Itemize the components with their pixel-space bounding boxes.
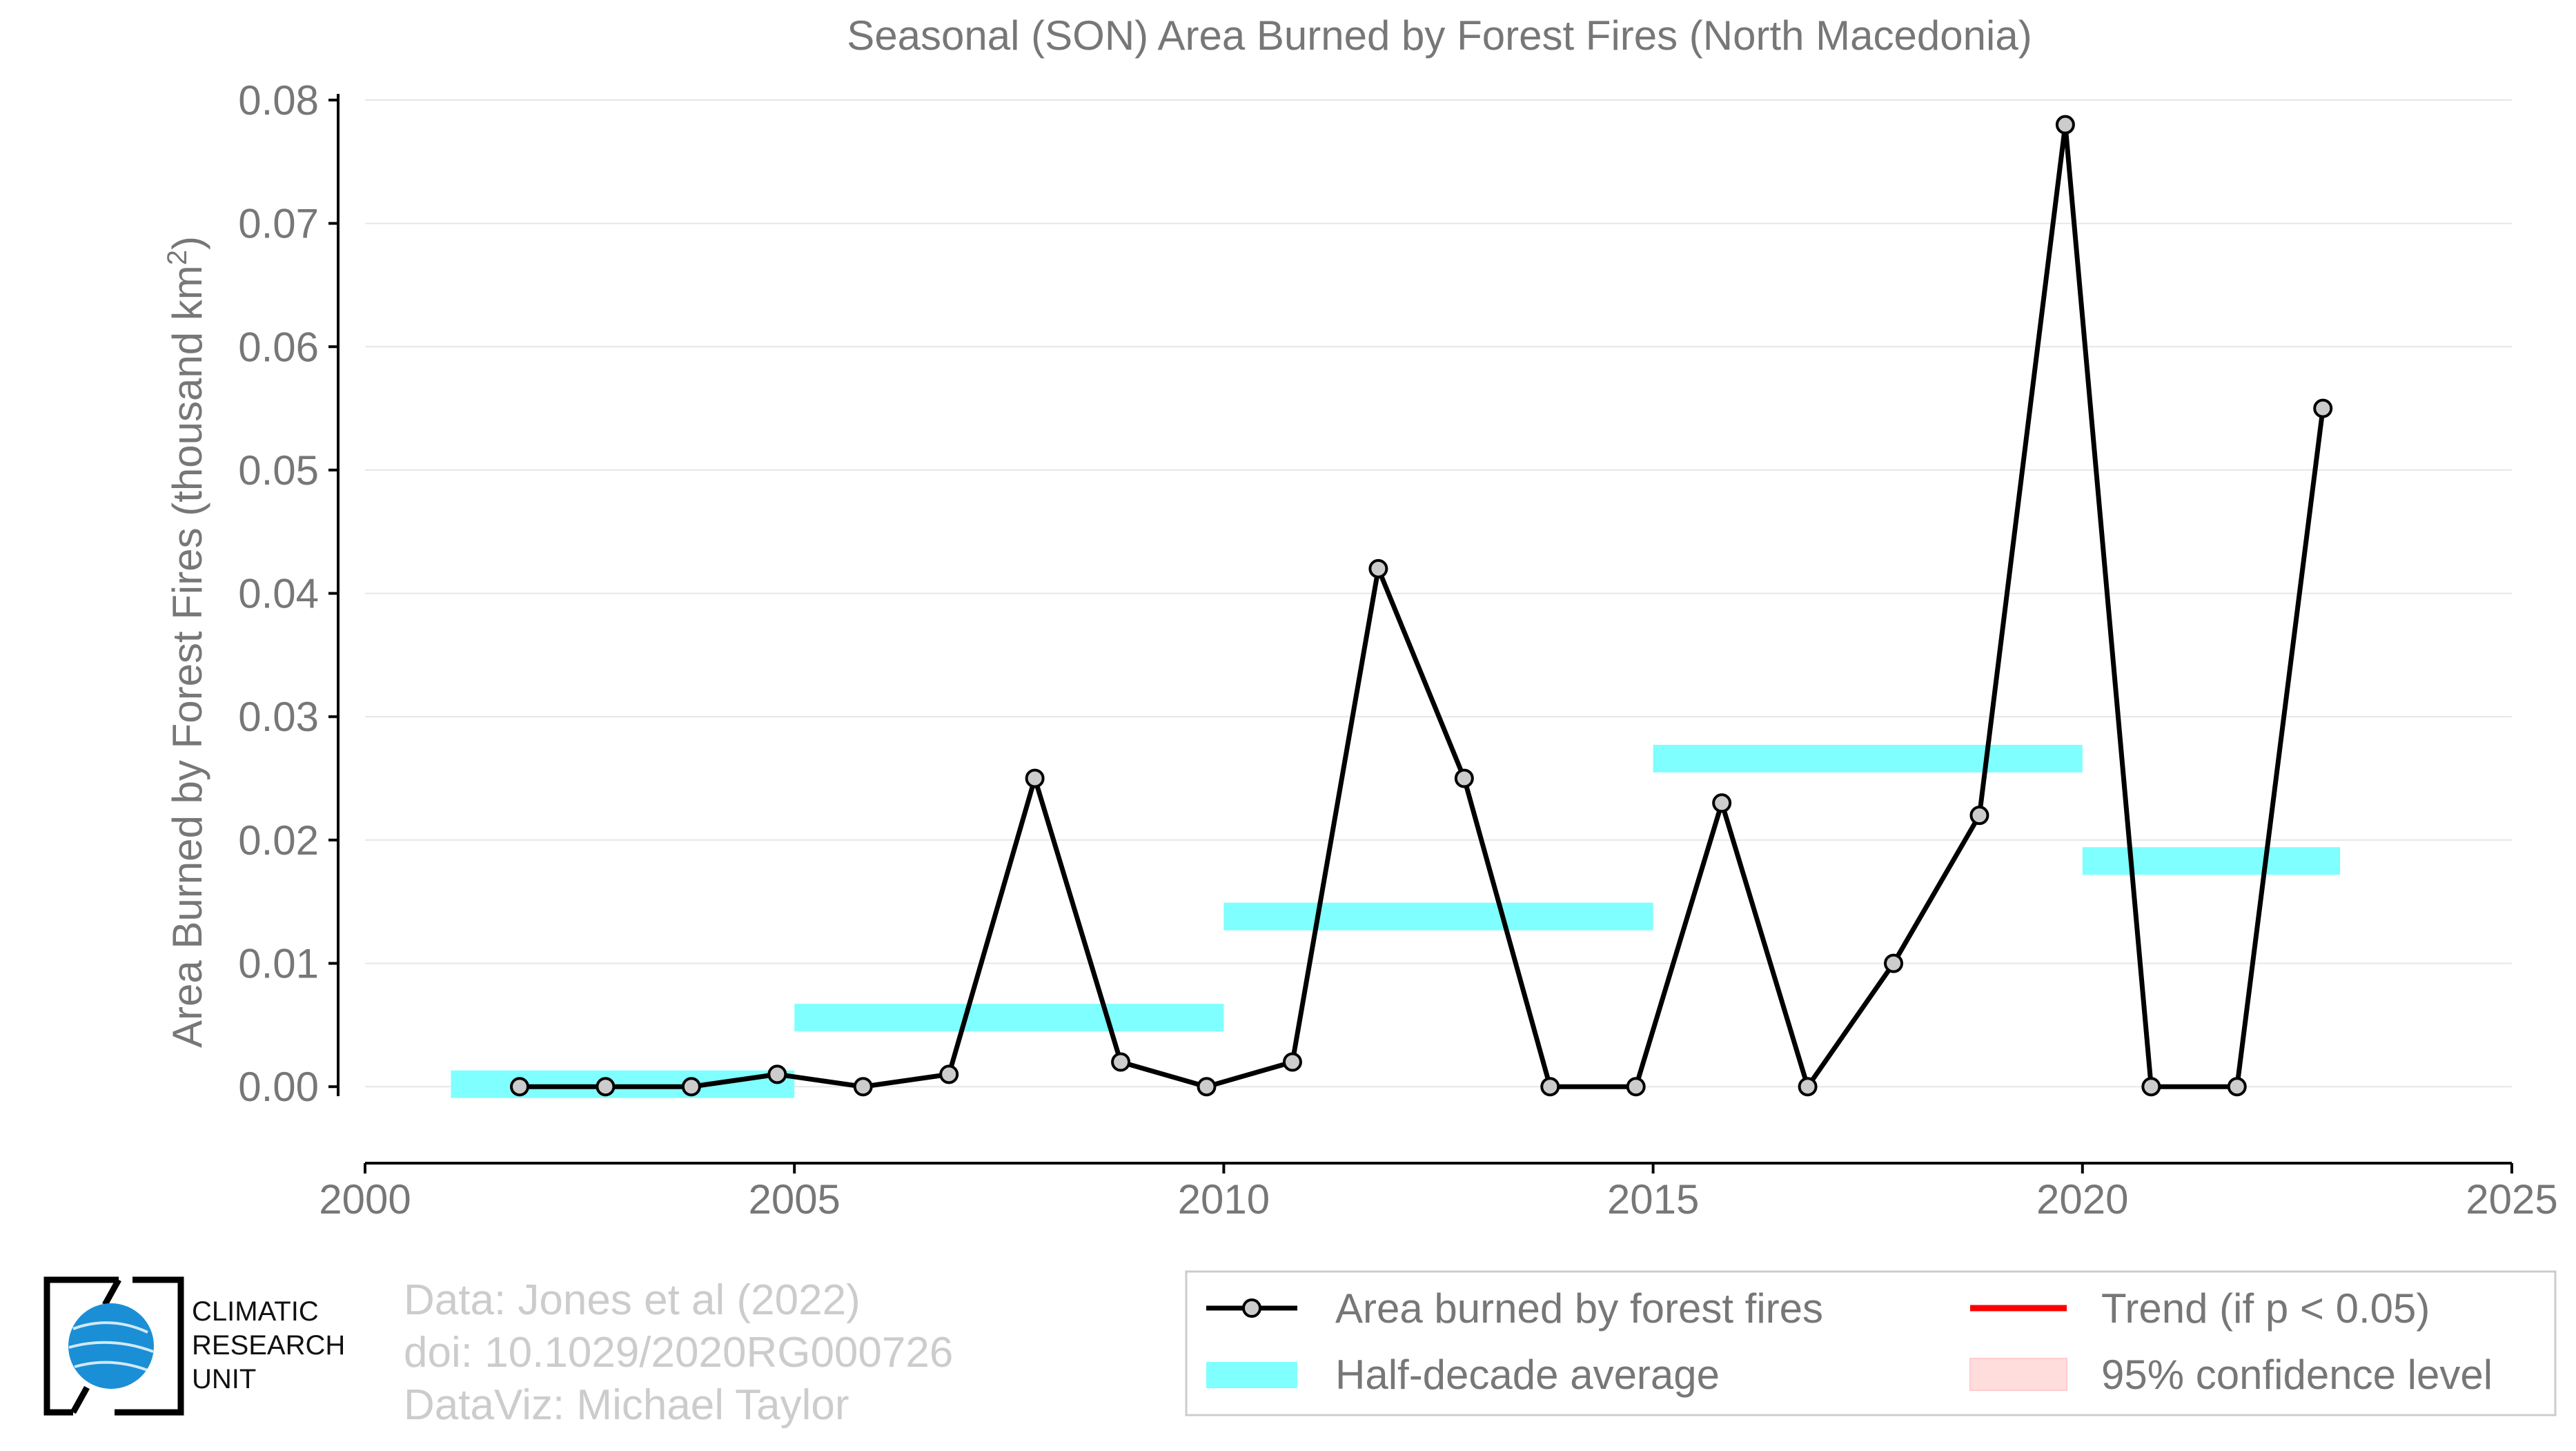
data-point bbox=[767, 1064, 787, 1084]
legend-confidence-swatch bbox=[1969, 1358, 2067, 1391]
data-point bbox=[2141, 1077, 2161, 1097]
x-ticks: 2000 2005 2010 2015 2020 2025 bbox=[319, 1163, 2558, 1223]
data-point bbox=[853, 1077, 873, 1097]
data-point bbox=[1626, 1077, 1646, 1097]
data-credits: Data: Jones et al (2022) doi: 10.1029/20… bbox=[404, 1274, 953, 1432]
legend-box bbox=[1185, 1270, 2557, 1416]
half-decade-average-band bbox=[2082, 847, 2341, 875]
y-tick-label: 0.08 bbox=[238, 77, 319, 124]
series-line bbox=[519, 122, 2326, 1089]
legend-label-trend: Trend (if p < 0.05) bbox=[2101, 1285, 2430, 1332]
x-tick-label: 2005 bbox=[748, 1176, 840, 1223]
x-tick-label: 2020 bbox=[2036, 1176, 2128, 1223]
y-axis-label-superscript: 2 bbox=[162, 250, 193, 265]
credit-data-source: Data: Jones et al (2022) bbox=[404, 1276, 861, 1324]
grid bbox=[365, 99, 2512, 1088]
data-point bbox=[2055, 115, 2075, 135]
data-point bbox=[2227, 1077, 2247, 1097]
data-point bbox=[1969, 806, 1989, 826]
x-tick-label: 2025 bbox=[2466, 1176, 2557, 1223]
x-tick-label: 2010 bbox=[1178, 1176, 1270, 1223]
legend-label-series: Area burned by forest fires bbox=[1335, 1285, 1823, 1332]
half-decade-average-band bbox=[794, 1004, 1224, 1032]
data-point bbox=[1282, 1052, 1302, 1072]
data-point bbox=[1712, 793, 1732, 813]
data-point bbox=[2313, 398, 2333, 418]
globe-lines bbox=[68, 1321, 154, 1372]
x-tick-label: 2015 bbox=[1607, 1176, 1699, 1223]
logo-line-climatic: CLIMATIC bbox=[192, 1296, 319, 1327]
data-point bbox=[939, 1064, 959, 1084]
data-point bbox=[681, 1077, 701, 1097]
half-decade-average-bands bbox=[451, 744, 2341, 1098]
cru-logo bbox=[43, 1276, 184, 1416]
y-tick-label: 0.05 bbox=[238, 447, 319, 494]
half-decade-average-band bbox=[1223, 902, 1653, 931]
y-tick-label: 0.01 bbox=[238, 941, 319, 987]
y-tick-label: 0.06 bbox=[238, 324, 319, 370]
logo-bracket-left bbox=[43, 1276, 119, 1416]
y-tick-label: 0.03 bbox=[238, 694, 319, 740]
logo-slash-bottom bbox=[70, 1385, 90, 1414]
globe-icon bbox=[68, 1303, 154, 1389]
y-ticks: 0.00 0.01 0.02 0.03 0.04 0.05 0.06 0.07 0.08 bbox=[238, 77, 338, 1110]
y-tick-label: 0.02 bbox=[238, 817, 319, 864]
data-point bbox=[509, 1077, 529, 1097]
logo-slash-top bbox=[102, 1278, 121, 1307]
credit-doi: doi: 10.1029/2020RG000726 bbox=[404, 1329, 954, 1376]
y-tick-label: 0.00 bbox=[238, 1064, 319, 1110]
data-point bbox=[1884, 953, 1904, 973]
data-point bbox=[596, 1077, 616, 1097]
legend-band-swatch bbox=[1206, 1362, 1297, 1388]
legend-label-confidence: 95% confidence level bbox=[2101, 1352, 2493, 1398]
half-decade-average-band bbox=[1653, 744, 2083, 772]
series-line-group bbox=[519, 122, 2326, 1089]
legend-label-average: Half-decade average bbox=[1335, 1352, 1720, 1398]
data-point bbox=[1025, 768, 1045, 788]
x-tick-label: 2000 bbox=[319, 1176, 411, 1223]
data-point bbox=[1197, 1077, 1217, 1097]
legend: Area burned by forest fires Trend (if p … bbox=[1185, 1270, 2557, 1416]
y-tick-label: 0.07 bbox=[238, 201, 319, 247]
data-point bbox=[1454, 768, 1474, 788]
data-point bbox=[1111, 1052, 1131, 1072]
data-point bbox=[1368, 558, 1388, 578]
data-points bbox=[509, 115, 2333, 1097]
logo-line-research: RESEARCH bbox=[192, 1330, 346, 1361]
y-axis-label: Area Burned by Forest Fires (thousand km… bbox=[162, 236, 210, 1048]
data-point bbox=[1540, 1077, 1560, 1097]
y-axis-label-end: ) bbox=[164, 236, 210, 250]
half-decade-average-band bbox=[451, 1070, 795, 1098]
logo-text: CLIMATIC RESEARCH UNIT bbox=[192, 1295, 345, 1396]
y-tick-label: 0.04 bbox=[238, 571, 319, 617]
logo-bracket-right bbox=[115, 1276, 184, 1416]
data-point bbox=[1798, 1077, 1818, 1097]
chart-title: Seasonal (SON) Area Burned by Forest Fir… bbox=[847, 12, 2032, 59]
credit-dataviz: DataViz: Michael Taylor bbox=[404, 1381, 849, 1429]
y-axis-label-main: Area Burned by Forest Fires (thousand km bbox=[164, 265, 210, 1048]
legend-marker-swatch bbox=[1242, 1298, 1261, 1318]
logo-line-unit: UNIT bbox=[192, 1364, 257, 1394]
